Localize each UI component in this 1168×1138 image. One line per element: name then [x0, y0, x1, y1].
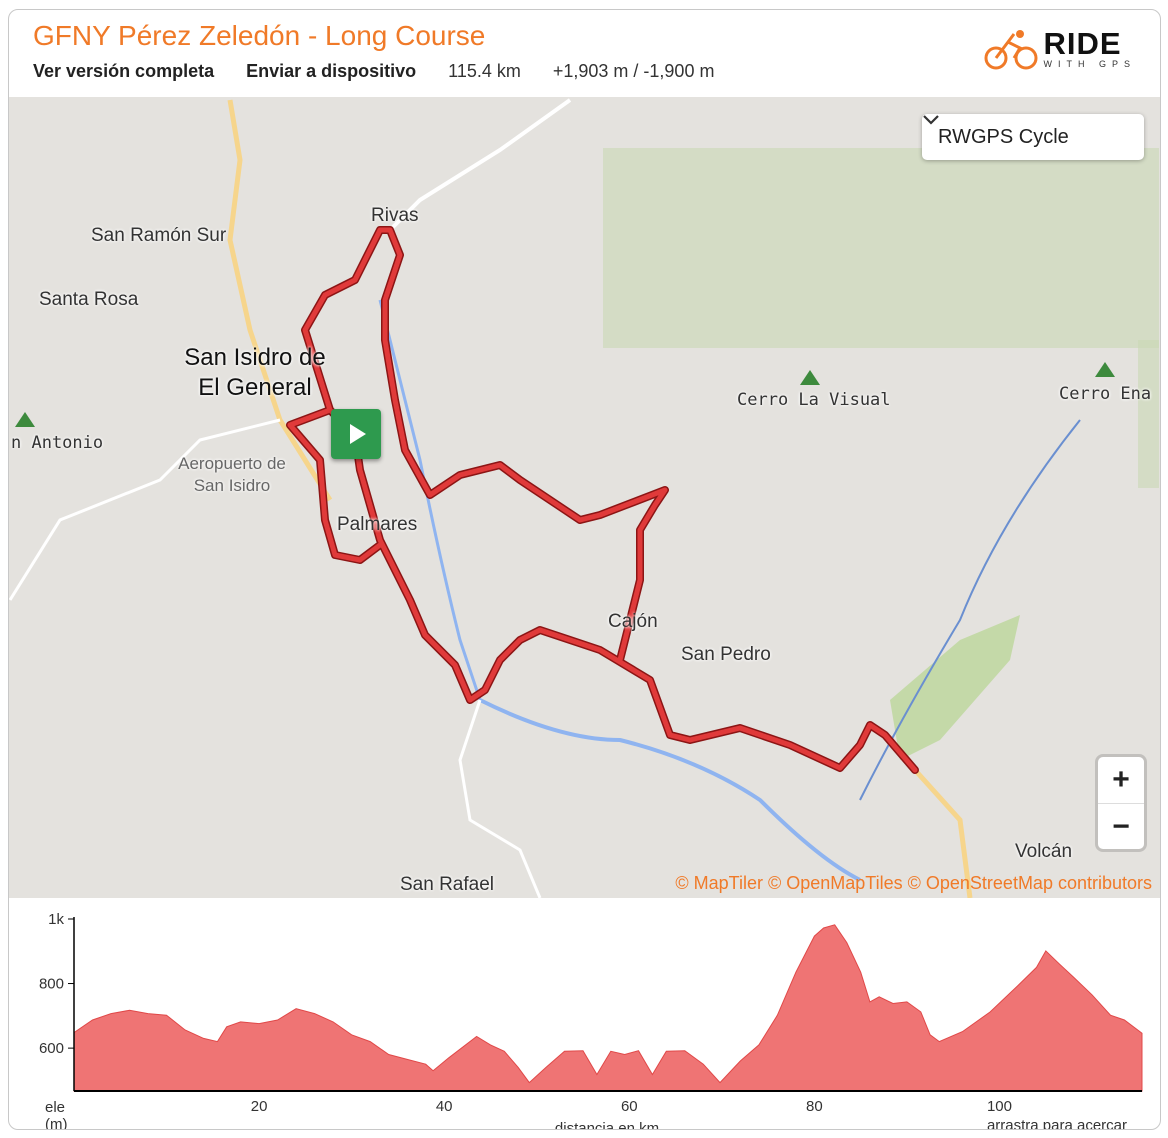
city-label: San Isidro de El General [184, 344, 326, 401]
ridewithgps-logo[interactable]: RIDE WITH GPS [984, 28, 1137, 70]
elevation-svg[interactable]: 600 800 1k 20 40 60 80 100 ele(m) distancia en km… [9, 898, 1160, 1129]
park-area [890, 615, 1020, 760]
map-layer-select[interactable]: RWGPS Cycle [922, 114, 1144, 160]
start-marker[interactable] [331, 409, 381, 459]
route-title[interactable]: GFNY Pérez Zeledón - Long Course [33, 20, 486, 51]
place-label: Palmares [337, 514, 418, 535]
route-meta: Ver versión completa Enviar a dispositiv… [33, 61, 714, 82]
route-map[interactable]: Rivas San Ramón Sur Santa Rosa San Isidr… [9, 97, 1160, 898]
elevation-chart[interactable]: 600 800 1k 20 40 60 80 100 ele (m) distancia en km… [9, 898, 1160, 1129]
zoom-control: + − [1098, 757, 1144, 849]
peak-label: Cerro Ena [1059, 384, 1152, 404]
map-base [9, 98, 1159, 898]
cyclist-icon [984, 30, 1037, 70]
river [859, 419, 1081, 801]
y-tick-label: 800 [39, 976, 64, 993]
place-label: San Pedro [681, 644, 771, 665]
road [458, 699, 542, 898]
zoom-in-button[interactable]: + [1098, 757, 1144, 804]
chevron-down-icon [923, 115, 939, 125]
peak-icon [800, 370, 820, 385]
x-axis-label: distancia en km [555, 1120, 659, 1129]
logo-ride: RIDE [1043, 26, 1122, 61]
elevation-area [73, 924, 1143, 1092]
route-card: GFNY Pérez Zeledón - Long Course Ver ver… [8, 9, 1161, 1130]
place-label: Rivas [371, 205, 419, 226]
highway [913, 768, 973, 898]
highway [227, 99, 333, 502]
peak-label: Cerro La Visual [737, 390, 891, 410]
park-area [1138, 340, 1159, 488]
peak-icon [1095, 362, 1115, 377]
river [378, 299, 482, 701]
place-label: Aeropuerto de San Isidro [178, 454, 286, 495]
place-label: Santa Rosa [39, 289, 139, 310]
full-version-link[interactable]: Ver versión completa [33, 61, 215, 81]
route-line-inner [287, 227, 918, 773]
y-tick-label: 600 [39, 1040, 64, 1057]
x-tick-label: 80 [806, 1098, 823, 1115]
road [9, 418, 281, 601]
place-label: Volcán [1015, 841, 1073, 862]
map-attribution[interactable]: © MapTiler © OpenMapTiles © OpenStreetMa… [675, 873, 1152, 893]
place-label: Cajón [608, 611, 658, 632]
river [479, 698, 861, 882]
y-axis-label: ele [45, 1099, 65, 1116]
x-tick-label: 100 [987, 1098, 1012, 1115]
layer-select-value: RWGPS Cycle [938, 125, 1069, 148]
y-tick-label: 1k [48, 911, 64, 928]
logo-gps: WITH GPS [1043, 59, 1136, 69]
elevation-gain-loss: +1,903 m / -1,900 m [552, 61, 715, 81]
peak-icon [15, 412, 35, 427]
x-tick-label: 40 [436, 1098, 453, 1115]
send-device-link[interactable]: Enviar a dispositivo [246, 61, 417, 81]
x-tick-label: 60 [621, 1098, 638, 1115]
road [388, 98, 572, 232]
park-area [603, 148, 1159, 348]
place-label: San Rafael [400, 874, 495, 895]
zoom-out-button[interactable]: − [1112, 810, 1130, 843]
x-tick-label: 20 [251, 1098, 268, 1115]
peak-label: n Antonio [11, 433, 104, 453]
zoom-hint: arrastra para acercar [987, 1117, 1127, 1129]
place-label: San Ramón Sur [91, 225, 227, 246]
distance: 115.4 km [448, 61, 521, 81]
y-axis-unit: (m) [45, 1116, 68, 1129]
